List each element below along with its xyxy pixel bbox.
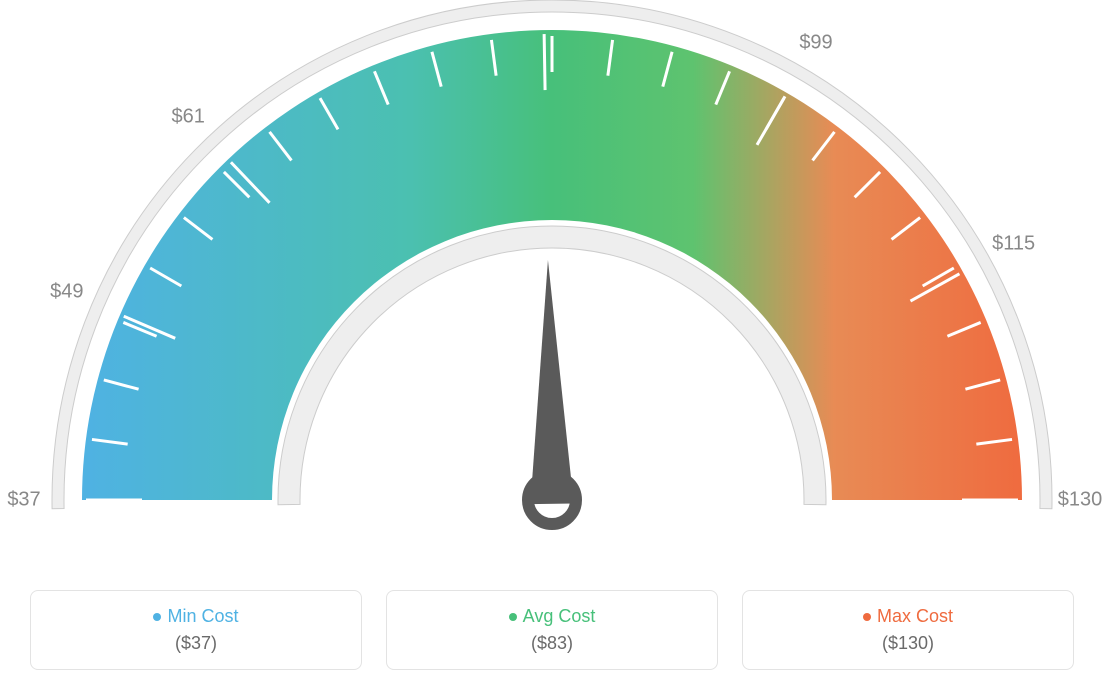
legend-title-min: Min Cost [153, 606, 238, 627]
legend-label-avg: Avg Cost [523, 606, 596, 627]
gauge-area: $37$49$61$83$99$115$130 [0, 0, 1104, 560]
gauge-tick-label: $115 [992, 232, 1035, 255]
legend-title-avg: Avg Cost [509, 606, 596, 627]
legend-value-max: ($130) [882, 633, 934, 654]
gauge-tick-label: $130 [1058, 489, 1103, 512]
gauge-tick-label: $99 [799, 31, 832, 54]
legend-dot-avg [509, 613, 517, 621]
legend-label-max: Max Cost [877, 606, 953, 627]
legend-dot-min [153, 613, 161, 621]
cost-gauge-chart: $37$49$61$83$99$115$130 Min Cost ($37) A… [0, 0, 1104, 690]
gauge-tick-label: $61 [172, 106, 205, 129]
legend-row: Min Cost ($37) Avg Cost ($83) Max Cost (… [0, 590, 1104, 670]
legend-card-max: Max Cost ($130) [742, 590, 1074, 670]
legend-label-min: Min Cost [167, 606, 238, 627]
legend-title-max: Max Cost [863, 606, 953, 627]
legend-card-avg: Avg Cost ($83) [386, 590, 718, 670]
gauge-tick-label: $49 [50, 280, 83, 303]
legend-value-min: ($37) [175, 633, 217, 654]
gauge-svg [0, 0, 1104, 560]
legend-value-avg: ($83) [531, 633, 573, 654]
legend-dot-max [863, 613, 871, 621]
legend-card-min: Min Cost ($37) [30, 590, 362, 670]
gauge-tick-label: $37 [7, 489, 40, 512]
